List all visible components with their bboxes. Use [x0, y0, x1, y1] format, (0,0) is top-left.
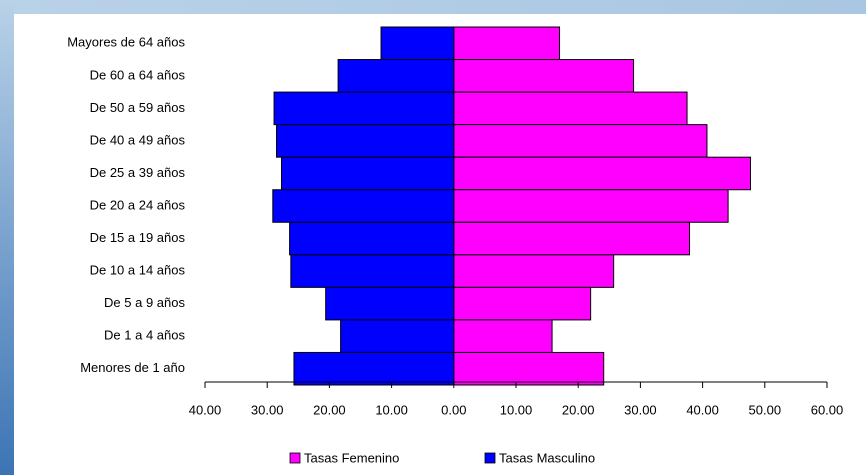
bar	[453, 286, 592, 321]
y-tick-label: Menores de 1 año	[80, 360, 185, 375]
x-tick-label: 0.00	[441, 402, 466, 417]
bar	[281, 156, 455, 191]
bar	[453, 156, 751, 191]
bar	[272, 189, 455, 223]
y-tick-label: De 20 a 24 años	[90, 197, 186, 212]
bar	[337, 59, 455, 93]
bar	[290, 254, 455, 288]
legend-label: Tasas Femenino	[304, 450, 399, 465]
y-tick-label: De 15 a 19 años	[90, 230, 186, 245]
x-tick-label: 60.00	[811, 402, 844, 417]
bar	[273, 91, 455, 126]
bar	[293, 351, 455, 386]
x-tick-label: 20.00	[313, 402, 346, 417]
bar	[380, 26, 455, 61]
bar	[453, 91, 688, 126]
y-tick-label: De 50 a 59 años	[90, 100, 186, 115]
bar	[453, 59, 635, 93]
legend-label: Tasas Masculino	[499, 450, 595, 465]
left-border	[0, 0, 14, 475]
y-tick-label: De 1 a 4 años	[104, 328, 185, 343]
y-tick-label: De 10 a 14 años	[90, 263, 186, 278]
x-tick-label: 10.00	[500, 402, 533, 417]
bar	[276, 124, 455, 158]
x-tick-label: 30.00	[251, 402, 284, 417]
x-tick-label: 20.00	[562, 402, 595, 417]
bar	[453, 189, 729, 223]
y-tick-label: De 5 a 9 años	[104, 295, 185, 310]
top-border	[0, 0, 866, 14]
bar	[453, 26, 561, 61]
bar	[453, 319, 553, 353]
legend-swatch	[289, 452, 301, 464]
x-tick-label: 10.00	[375, 402, 408, 417]
bar	[289, 221, 455, 256]
x-tick-label: 30.00	[624, 402, 657, 417]
bar	[453, 124, 708, 158]
bar	[453, 254, 615, 288]
bar	[340, 319, 455, 353]
y-tick-label: De 60 a 64 años	[90, 67, 186, 82]
legend-swatch	[484, 452, 496, 464]
x-tick-label: 40.00	[686, 402, 719, 417]
y-tick-label: Mayores de 64 años	[67, 35, 185, 50]
y-tick-label: De 25 a 39 años	[90, 165, 186, 180]
bar	[453, 351, 605, 386]
bar	[325, 286, 455, 321]
bar	[453, 221, 691, 256]
x-tick-label: 40.00	[189, 402, 222, 417]
y-tick-label: De 40 a 49 años	[90, 132, 186, 147]
x-tick-label: 50.00	[749, 402, 782, 417]
